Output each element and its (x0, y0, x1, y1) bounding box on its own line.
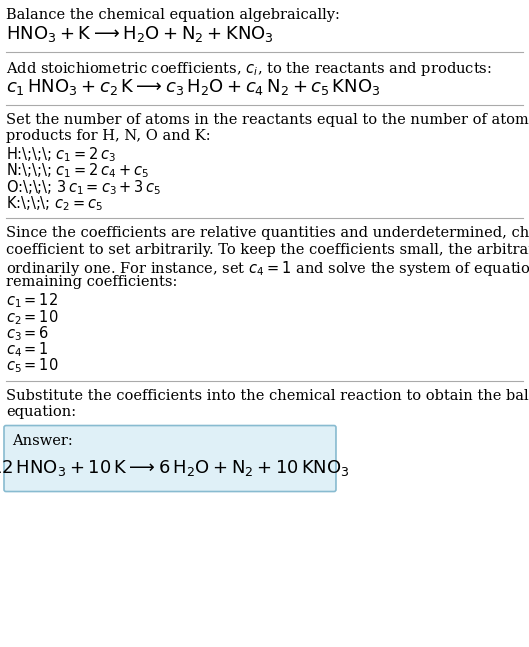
Text: O:\;\;\; $3\,c_1 = c_3 + 3\,c_5$: O:\;\;\; $3\,c_1 = c_3 + 3\,c_5$ (6, 178, 161, 197)
Text: Set the number of atoms in the reactants equal to the number of atoms in the: Set the number of atoms in the reactants… (6, 113, 529, 127)
Text: coefficient to set arbitrarily. To keep the coefficients small, the arbitrary va: coefficient to set arbitrarily. To keep … (6, 243, 529, 257)
Text: $c_2 = 10$: $c_2 = 10$ (6, 308, 59, 327)
Text: Answer:: Answer: (12, 433, 73, 448)
Text: Substitute the coefficients into the chemical reaction to obtain the balanced: Substitute the coefficients into the che… (6, 389, 529, 403)
Text: remaining coefficients:: remaining coefficients: (6, 276, 177, 289)
Text: $c_1\,\mathrm{HNO_3} + c_2\,\mathrm{K} \longrightarrow c_3\,\mathrm{H_2O} + c_4\: $c_1\,\mathrm{HNO_3} + c_2\,\mathrm{K} \… (6, 77, 380, 96)
Text: ordinarily one. For instance, set $c_4 = 1$ and solve the system of equations fo: ordinarily one. For instance, set $c_4 =… (6, 259, 529, 278)
Text: $\mathrm{HNO_3 + K} \longrightarrow \mathrm{H_2O + N_2 + KNO_3}$: $\mathrm{HNO_3 + K} \longrightarrow \mat… (6, 25, 274, 44)
Text: products for H, N, O and K:: products for H, N, O and K: (6, 129, 211, 143)
Text: Add stoichiometric coefficients, $c_i$, to the reactants and products:: Add stoichiometric coefficients, $c_i$, … (6, 60, 492, 78)
Text: $c_4 = 1$: $c_4 = 1$ (6, 340, 49, 359)
Text: $c_5 = 10$: $c_5 = 10$ (6, 356, 59, 375)
Text: $12\,\mathrm{HNO_3} + 10\,\mathrm{K} \longrightarrow 6\,\mathrm{H_2O} + \mathrm{: $12\,\mathrm{HNO_3} + 10\,\mathrm{K} \lo… (0, 458, 350, 478)
FancyBboxPatch shape (4, 426, 336, 492)
Text: H:\;\;\; $c_1 = 2\,c_3$: H:\;\;\; $c_1 = 2\,c_3$ (6, 146, 116, 164)
Text: $c_1 = 12$: $c_1 = 12$ (6, 292, 58, 311)
Text: Since the coefficients are relative quantities and underdetermined, choose a: Since the coefficients are relative quan… (6, 226, 529, 241)
Text: Balance the chemical equation algebraically:: Balance the chemical equation algebraica… (6, 8, 340, 22)
Text: $c_3 = 6$: $c_3 = 6$ (6, 324, 49, 343)
Text: N:\;\;\; $c_1 = 2\,c_4 + c_5$: N:\;\;\; $c_1 = 2\,c_4 + c_5$ (6, 162, 149, 181)
Text: equation:: equation: (6, 405, 76, 419)
Text: K:\;\;\; $c_2 = c_5$: K:\;\;\; $c_2 = c_5$ (6, 194, 103, 213)
